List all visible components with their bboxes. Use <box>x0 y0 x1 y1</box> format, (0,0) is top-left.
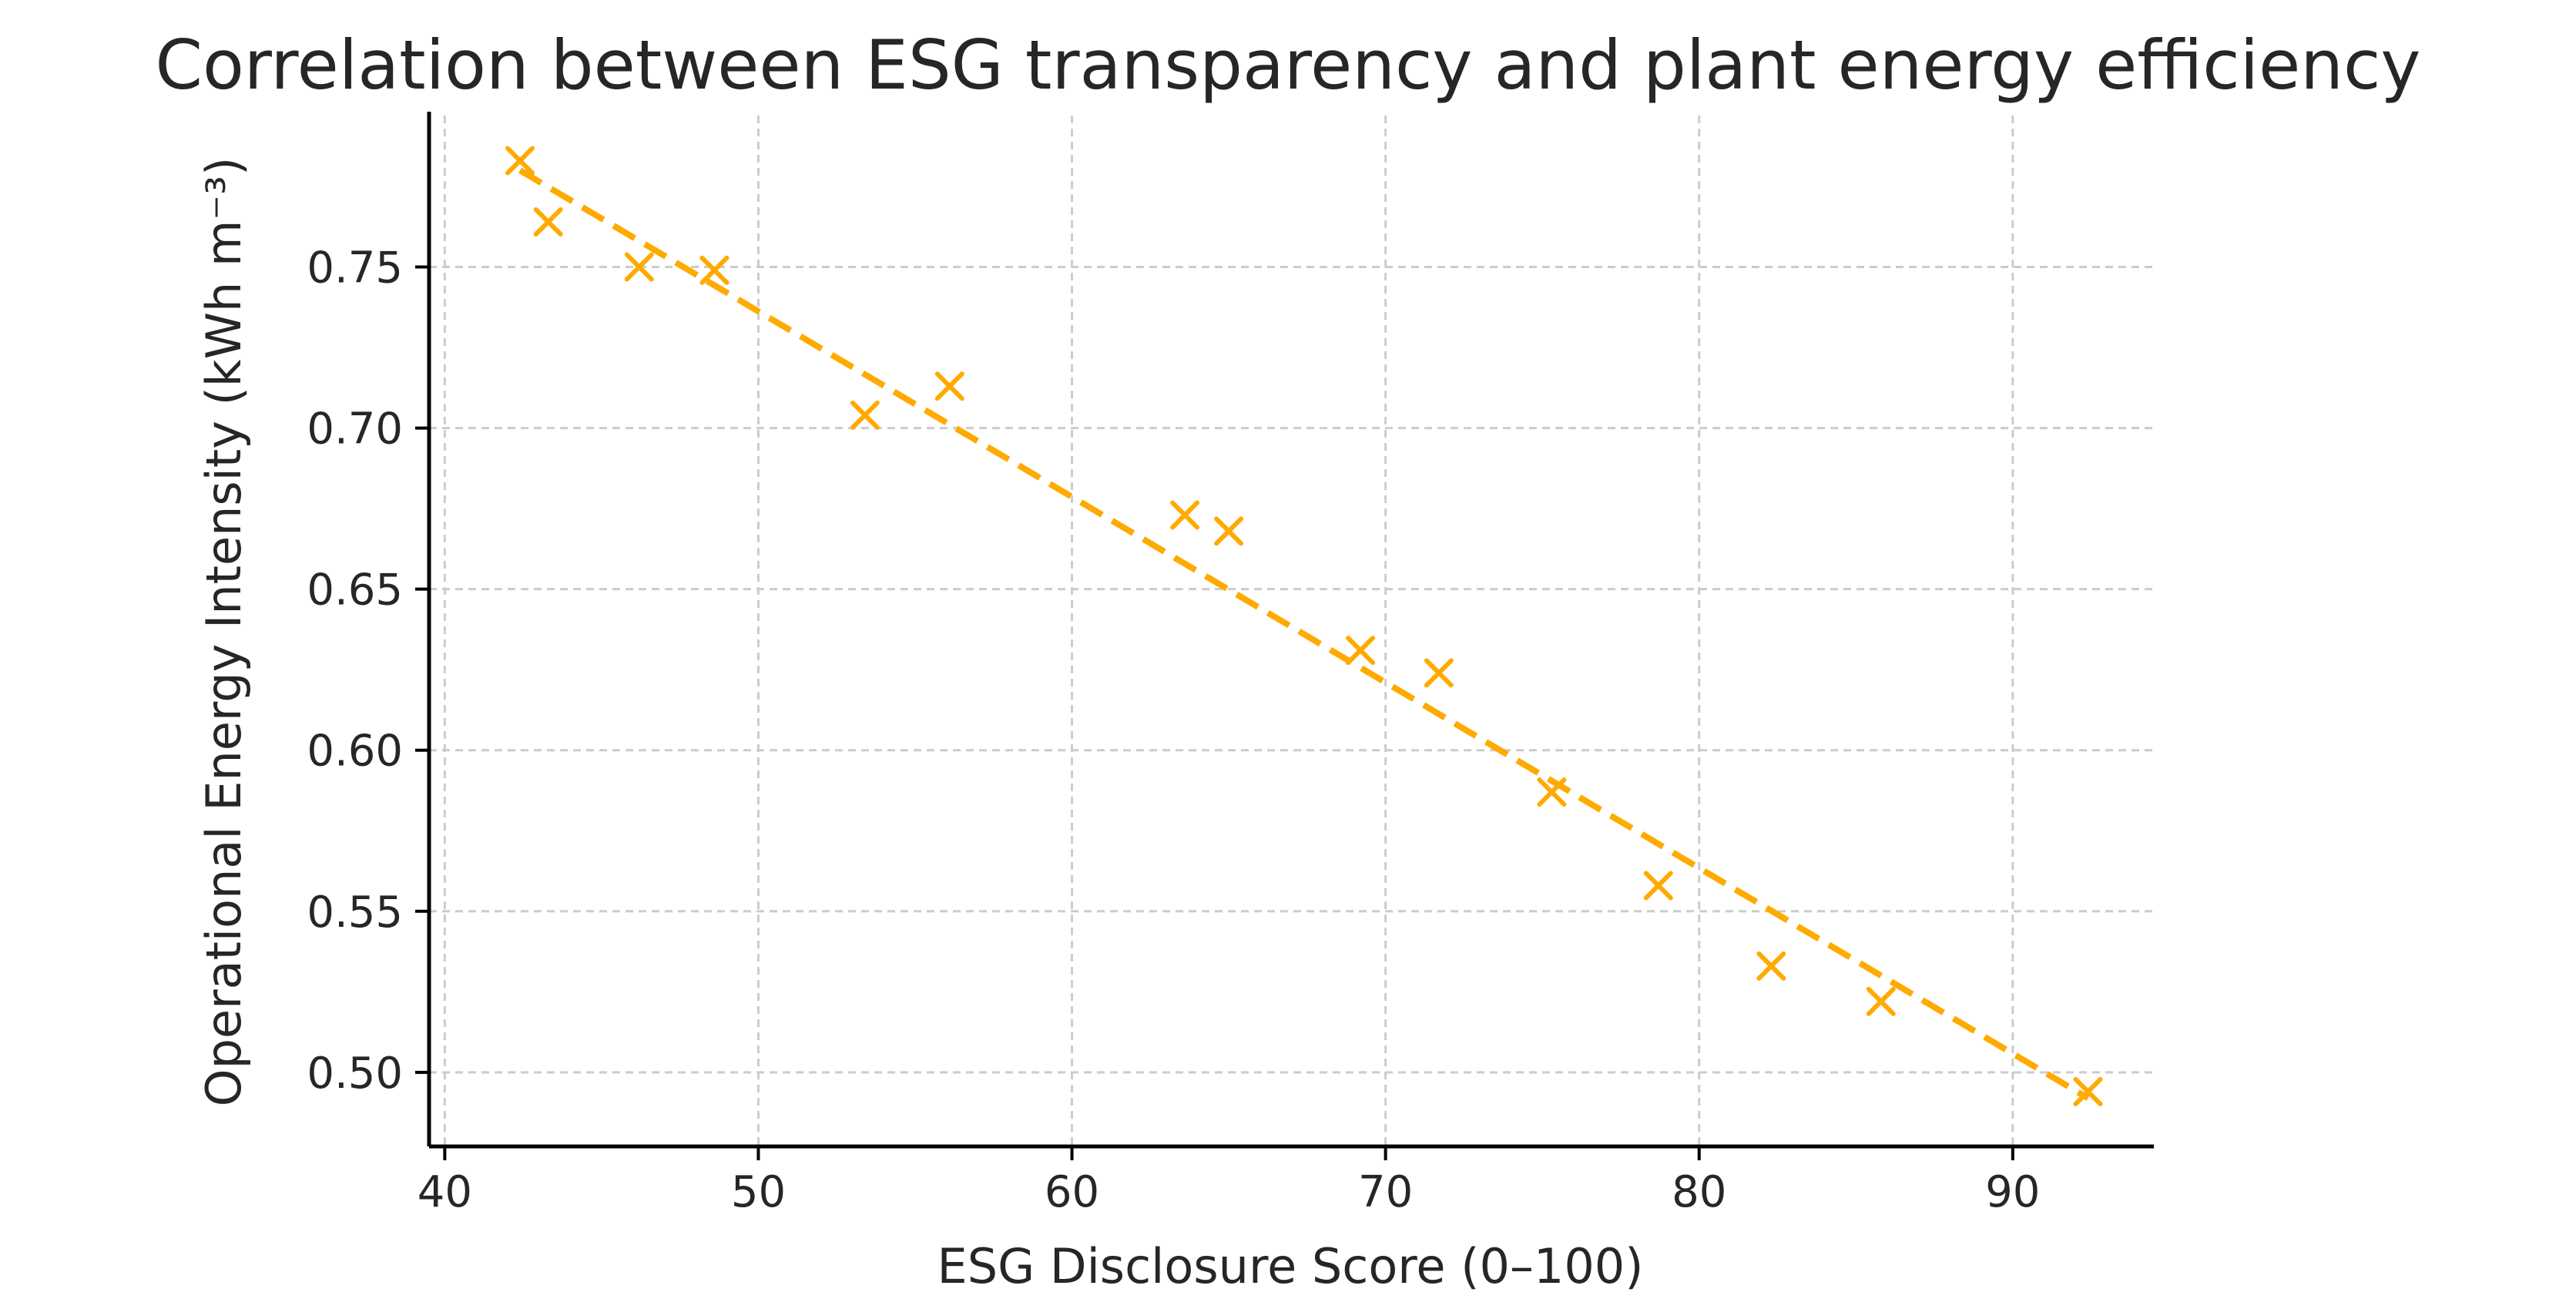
x-axis-ticks: 40 50 60 70 80 90 <box>418 1146 2040 1217</box>
x-tick-label: 70 <box>1358 1167 1413 1217</box>
axes <box>427 112 2154 1149</box>
trend-line-group <box>518 167 2090 1101</box>
data-point <box>934 371 964 401</box>
data-point <box>624 252 654 282</box>
data-point <box>1214 516 1244 546</box>
data-point <box>1346 636 1376 666</box>
x-tick-label: 90 <box>1985 1167 2040 1217</box>
data-point <box>533 206 563 237</box>
y-tick-label: 0.70 <box>307 404 403 455</box>
data-point <box>850 400 880 430</box>
y-axis-ticks: 0.50 0.55 0.60 0.65 0.70 0.75 <box>307 243 429 1099</box>
y-tick-label: 0.50 <box>307 1049 403 1099</box>
x-tick-label: 80 <box>1672 1167 1726 1217</box>
grid-lines <box>429 116 2154 1146</box>
y-tick-label: 0.55 <box>307 888 403 938</box>
x-tick-label: 60 <box>1045 1167 1099 1217</box>
data-point <box>699 255 730 285</box>
data-point <box>505 146 535 176</box>
data-point <box>1866 986 1896 1016</box>
x-axis-label: ESG Disclosure Score (0–100) <box>937 1238 1644 1294</box>
trend-line <box>518 167 2090 1101</box>
x-tick-label: 50 <box>731 1167 786 1217</box>
y-tick-label: 0.60 <box>307 727 403 777</box>
data-point <box>1537 777 1567 807</box>
x-tick-label: 40 <box>418 1167 472 1217</box>
data-point <box>1424 658 1454 688</box>
y-tick-label: 0.75 <box>307 243 403 294</box>
chart-title: Correlation between ESG transparency and… <box>156 25 2421 105</box>
data-point <box>1170 500 1200 530</box>
data-points <box>505 146 2103 1106</box>
y-axis-label: Operational Energy Intensity (kWh m⁻³) <box>196 157 252 1106</box>
data-point <box>2073 1076 2103 1106</box>
data-point <box>1756 951 1786 981</box>
data-point <box>1643 871 1673 901</box>
y-tick-label: 0.65 <box>307 566 403 616</box>
